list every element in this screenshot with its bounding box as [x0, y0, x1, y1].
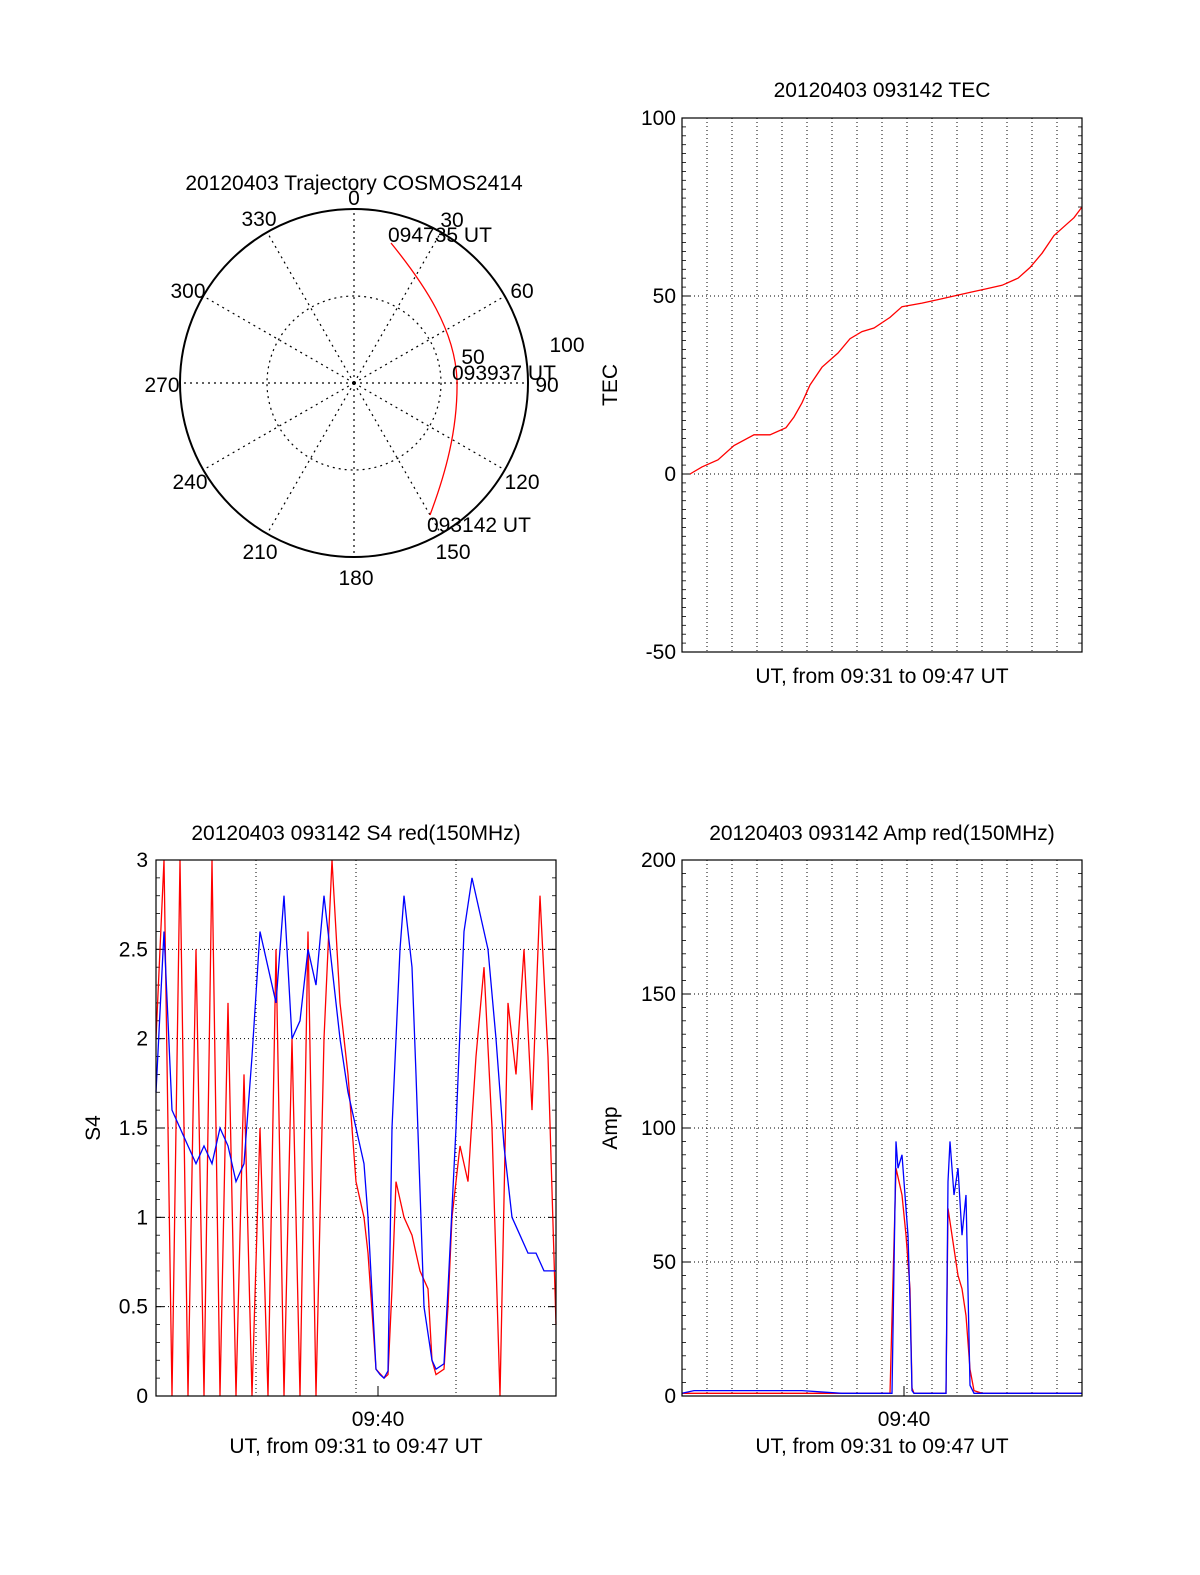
polar-spoke: [353, 382, 442, 535]
azimuth-label-90: 90: [535, 374, 558, 397]
y-tick-label: 150: [641, 983, 676, 1006]
azimuth-label-240: 240: [172, 471, 207, 494]
polar-outer-circle: [179, 208, 529, 558]
trajectory-end-time: 094735 UT: [388, 224, 492, 247]
azimuth-label-210: 210: [242, 541, 277, 564]
tec-chart: 20120403 093142 TEC 100 50 0 -50 UT, from 09:…: [599, 79, 1083, 688]
y-tick-label: 200: [641, 849, 676, 872]
plot-frame: [681, 859, 1083, 1397]
azimuth-label-0: 0: [348, 187, 360, 210]
y-tick-label: 1: [136, 1206, 148, 1229]
ring-label-50: 50: [461, 346, 484, 369]
y-tick-label: 2.5: [119, 938, 148, 961]
polar-spoke: [202, 382, 355, 471]
y-tick-label: 50: [653, 1251, 676, 1274]
chart-title: 20120403 093142 TEC: [774, 79, 991, 102]
y-tick-label: 2: [136, 1028, 148, 1051]
y-axis-label: S4: [82, 1115, 105, 1141]
azimuth-label-60: 60: [510, 280, 533, 303]
y-tick-label: -50: [646, 641, 676, 664]
trajectory-path: [390, 242, 458, 516]
x-axis-label: UT, from 09:31 to 09:47 UT: [755, 1435, 1008, 1458]
y-axis-label: Amp: [599, 1106, 622, 1149]
y-tick-label: 0: [136, 1385, 148, 1408]
polar-trajectory-plot: 20120403 Trajectory COSMOS2414 0 30 60 9…: [144, 172, 584, 590]
azimuth-label-300: 300: [170, 280, 205, 303]
polar-title: 20120403 Trajectory COSMOS2414: [185, 172, 523, 195]
plot-frame: [155, 859, 557, 1397]
azimuth-label-270: 270: [144, 374, 179, 397]
ring-label-100: 100: [549, 334, 584, 357]
x-axis-label: UT, from 09:31 to 09:47 UT: [755, 665, 1008, 688]
plot-frame: [681, 117, 1083, 653]
y-axis-label: TEC: [599, 364, 622, 406]
azimuth-label-30: 30: [440, 209, 463, 232]
y-tick-label: 100: [641, 1117, 676, 1140]
polar-spoke: [353, 382, 506, 471]
polar-spoke: [202, 295, 355, 384]
series-line-blue: [681, 1141, 1082, 1394]
y-tick-label: 50: [653, 285, 676, 308]
azimuth-label-120: 120: [504, 471, 539, 494]
azimuth-label-150: 150: [435, 541, 470, 564]
y-tick-label: 3: [136, 849, 148, 872]
trajectory-mid-time: 093937 UT: [452, 362, 556, 385]
series-line-blue: [155, 877, 556, 1380]
trajectory-start-time: 093142 UT: [427, 514, 531, 537]
polar-spoke: [353, 295, 506, 384]
polar-grid: [180, 209, 528, 557]
chart-title: 20120403 093142 S4 red(150MHz): [191, 822, 520, 845]
x-tick-label: 09:40: [352, 1408, 405, 1431]
s4-chart: 20120403 093142 S4 red(150MHz) 3 2.5 2 1.5 1 0…: [82, 822, 557, 1458]
series-line-red: [155, 859, 557, 1397]
polar-spoke: [266, 382, 355, 535]
x-axis-label: UT, from 09:31 to 09:47 UT: [229, 1435, 482, 1458]
azimuth-label-180: 180: [338, 567, 373, 590]
y-tick-label: 1.5: [119, 1117, 148, 1140]
y-tick-label: 0.5: [119, 1296, 148, 1319]
chart-title: 20120403 093142 Amp red(150MHz): [709, 822, 1055, 845]
polar-spoke: [266, 231, 355, 384]
y-tick-label: 0: [664, 463, 676, 486]
y-tick-label: 0: [664, 1385, 676, 1408]
series-line-red: [689, 206, 1083, 475]
azimuth-label-330: 330: [241, 208, 276, 231]
y-tick-label: 100: [641, 107, 676, 130]
polar-spoke: [353, 231, 442, 384]
polar-ring-inner: [266, 295, 442, 471]
amp-chart: 20120403 093142 Amp red(150MHz) 200 150 100…: [599, 822, 1083, 1458]
x-tick-label: 09:40: [878, 1408, 931, 1431]
